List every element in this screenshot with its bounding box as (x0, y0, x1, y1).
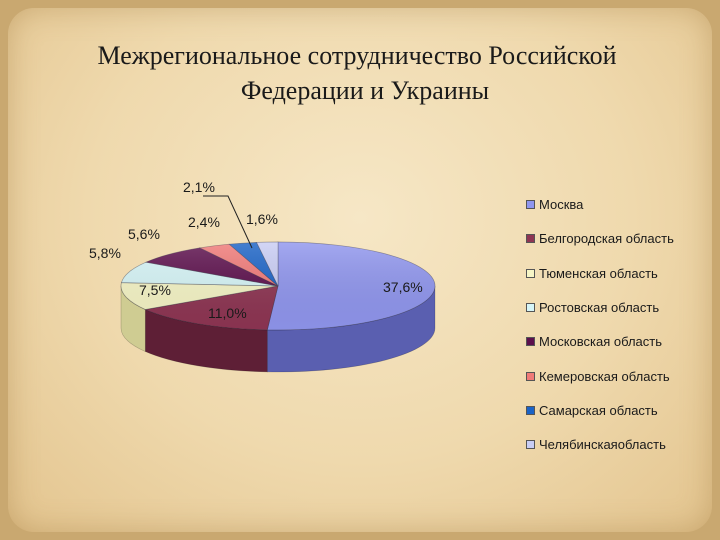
legend-swatch (526, 302, 535, 312)
legend-label: Самарская область (539, 402, 658, 418)
slide-title: Межрегиональное сотрудничество Российско… (0, 38, 720, 108)
legend-item-8: Челябинскаяобласть (526, 435, 666, 453)
legend-item-1: Москва (526, 195, 583, 213)
leader-line-2-1 (203, 195, 253, 249)
pie-top (120, 241, 436, 331)
legend-item-3: Тюменская область (526, 264, 658, 282)
legend-item-4: Ростовская область (526, 298, 659, 316)
legend-label: Челябинскаяобласть (539, 436, 666, 452)
legend-swatch (526, 268, 535, 278)
legend-swatch (526, 199, 535, 209)
data-label-5: 5,6% (128, 226, 160, 242)
legend-label: Московская область (539, 333, 663, 349)
legend-swatch (526, 405, 535, 415)
data-label-3: 7,5% (139, 282, 171, 298)
title-line-2: Федерации и Украины (240, 76, 490, 105)
legend-swatch (526, 371, 535, 381)
legend-label: Тюменская область (539, 265, 658, 281)
pie-labels: 37,6% 11,0% 7,5% 5,8% 5,6% 2,4% 2,1% 1,6% (89, 179, 423, 321)
data-label-7: 2,1% (183, 179, 215, 195)
legend-label: Белгородская область (539, 230, 674, 246)
legend-swatch (526, 439, 535, 449)
title-line-1: Межрегиональное сотрудничество Российско… (97, 41, 617, 70)
data-label-6: 2,4% (188, 214, 220, 230)
pie-top-sheen (121, 242, 435, 330)
legend-swatch (526, 233, 535, 243)
legend-item-7: Самарская область (526, 401, 658, 419)
legend-label: Ростовская область (539, 299, 660, 315)
legend-item-2: Белгородская область (526, 229, 674, 247)
legend-item-5: Московская область (526, 332, 662, 350)
data-label-8: 1,6% (246, 211, 278, 227)
legend-item-6: Кемеровская область (526, 367, 670, 385)
data-label-2: 11,0% (208, 305, 247, 321)
legend-label: Кемеровская область (539, 368, 670, 384)
data-label-4: 5,8% (89, 245, 121, 261)
legend-label: Москва (539, 196, 584, 212)
data-label-1: 37,6% (383, 279, 423, 295)
legend-swatch (526, 336, 535, 346)
